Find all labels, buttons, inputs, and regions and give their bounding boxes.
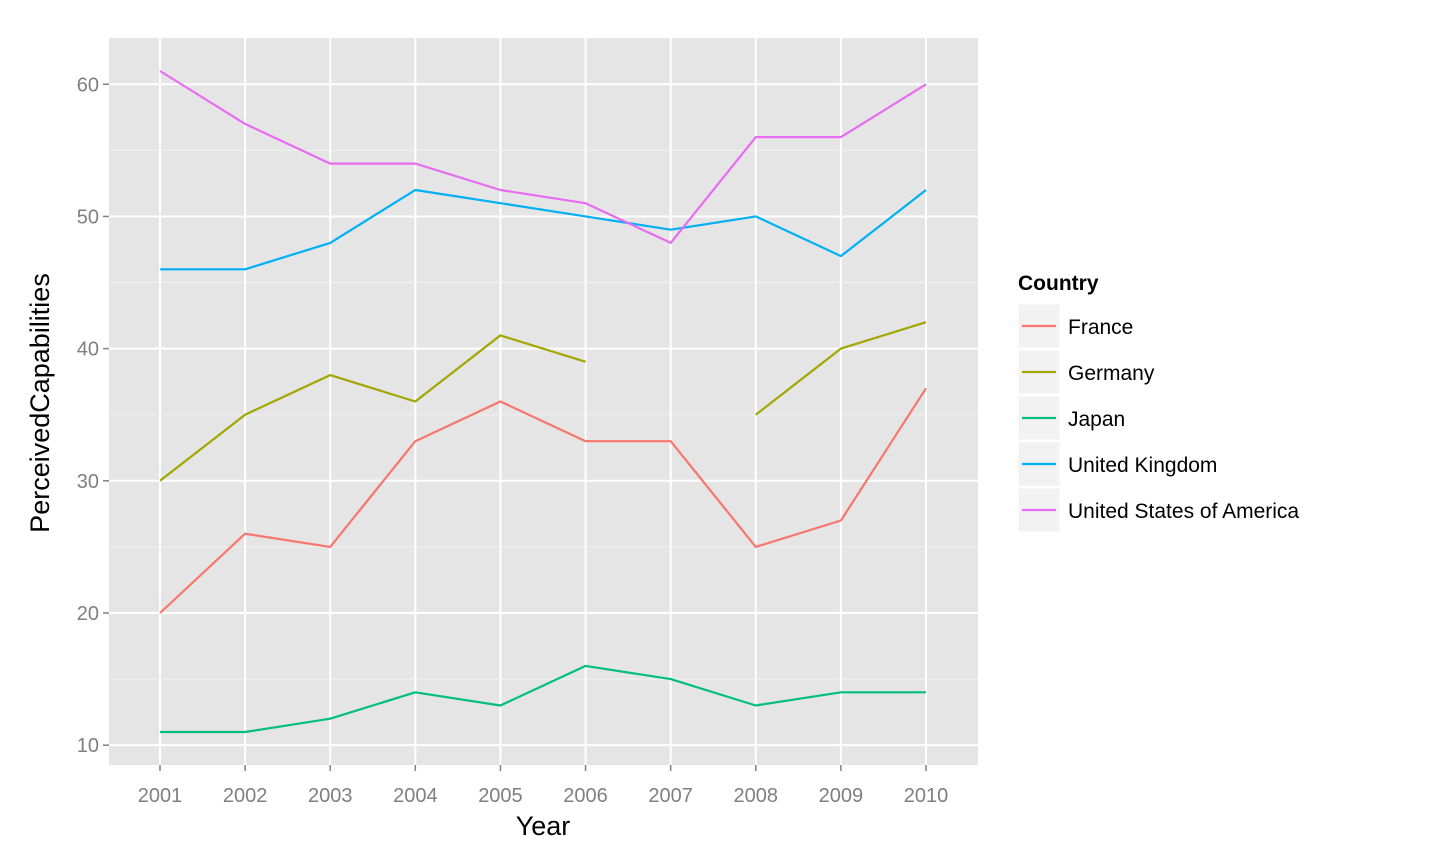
series-line-germany [159,334,586,482]
x-tick-label: 2003 [308,785,353,807]
y-tick-label: 30 [77,471,99,493]
x-tick-label: 2007 [648,785,693,807]
y-axis-title: PerceivedCapabilities [25,273,55,533]
axes: 10 20 30 40 50 60 2001 2002 2003 2004 2005 2006 2007… [77,74,949,807]
x-tick-label: 2008 [734,785,779,807]
x-tick-label: 2004 [393,785,438,807]
y-tick-label: 60 [77,74,99,96]
y-tick-label: 50 [77,206,99,228]
legend-label-germany: Germany [1068,362,1155,385]
series-line-germany [755,321,927,416]
y-tick-label: 40 [77,339,99,361]
x-tick-label: 2009 [819,785,864,807]
x-tick-label: 2002 [223,785,268,807]
legend-label-united-states-of-america: United States of America [1068,500,1299,523]
plot-panel [109,38,978,765]
legend-title: Country [1018,272,1099,295]
series-line-united-states-of-america [159,70,927,244]
x-tick-label: 2005 [478,785,523,807]
y-tick-label: 10 [77,735,99,757]
panel-background [109,38,978,765]
series-line-united-kingdom [160,188,927,271]
x-axis-title: Year [516,811,571,841]
series-lines [159,70,927,734]
legend-label-france: France [1068,316,1133,339]
series-line-japan [160,664,926,734]
legend-label-united-kingdom: United Kingdom [1068,454,1217,477]
y-tick-label: 20 [77,603,99,625]
x-tick-label: 2001 [138,785,183,807]
legend-label-japan: Japan [1068,408,1125,431]
x-tick-label: 2010 [904,785,949,807]
legend: Country France Germany Japan United Kingdom… [1017,272,1299,533]
series-line-france [159,387,927,614]
x-tick-label: 2006 [563,785,608,807]
